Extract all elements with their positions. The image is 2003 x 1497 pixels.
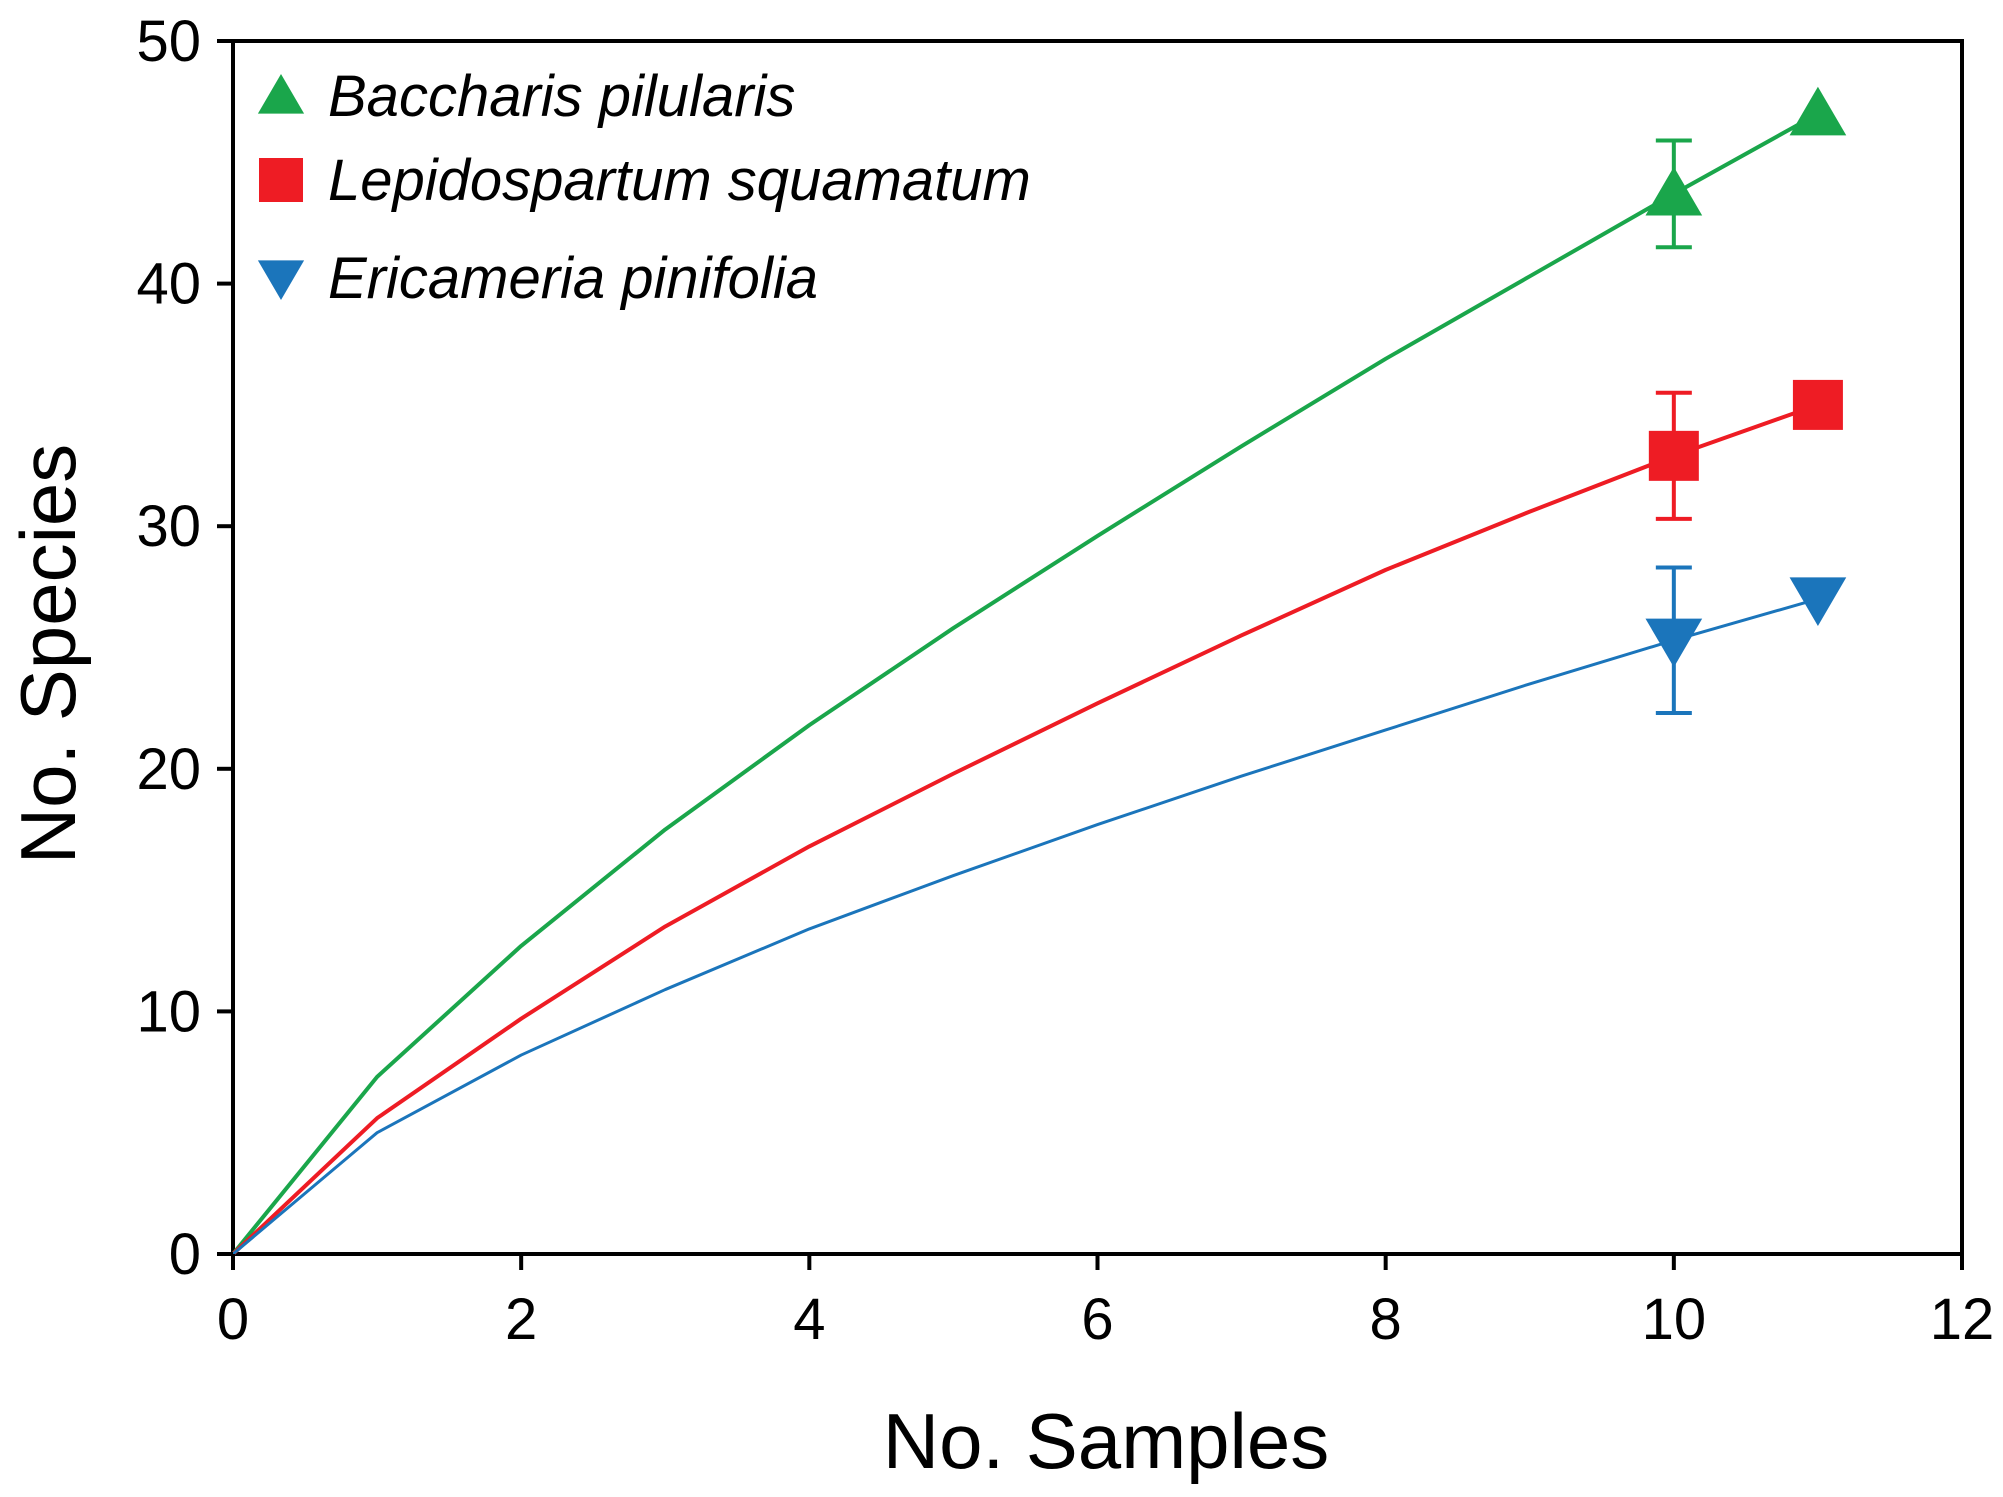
y-tick-label: 10: [136, 979, 201, 1044]
y-tick-label: 40: [136, 252, 201, 317]
legend-label: Lepidospartum squamatum: [328, 148, 1031, 213]
y-tick-label: 20: [136, 737, 201, 802]
legend: Baccharis pilularis Lepidospartum squamat…: [257, 64, 1031, 311]
legend-label: Ericameria pinifolia: [328, 246, 818, 311]
y-axis-title: No. Species: [4, 444, 92, 865]
series-baccharis-pilularis: [231, 86, 1847, 1256]
series-lepidospartum-squamatum: [231, 379, 1843, 1256]
x-tick-label: 0: [217, 1287, 249, 1352]
series-layer: [231, 86, 1847, 1256]
data-point: [1792, 379, 1843, 430]
x-tick-label: 12: [1930, 1287, 1995, 1352]
legend-label: Baccharis pilularis: [328, 64, 795, 129]
legend-marker: [257, 260, 305, 300]
y-tick-label: 50: [136, 9, 201, 74]
series-line: [231, 403, 1819, 1256]
legend-marker: [257, 74, 305, 114]
data-point: [1645, 618, 1703, 668]
x-tick-label: 4: [793, 1287, 825, 1352]
x-tick-label: 10: [1642, 1287, 1707, 1352]
data-point: [1789, 86, 1847, 136]
y-tick-label: 30: [136, 494, 201, 559]
series-line: [231, 112, 1819, 1256]
series-line: [232, 597, 1819, 1256]
legend-marker: [259, 158, 303, 202]
y-tick-label: 0: [169, 1222, 201, 1287]
x-tick-label: 6: [1081, 1287, 1113, 1352]
data-point: [1648, 430, 1699, 481]
x-tick-label: 8: [1370, 1287, 1402, 1352]
x-tick-label: 2: [505, 1287, 537, 1352]
ticks-layer: 0 2 4 6 8 10 12 0 10 20 30 40 50: [136, 9, 1994, 1352]
data-point: [1645, 166, 1703, 216]
series-ericameria-pinifolia: [232, 565, 1847, 1256]
x-axis-title: No. Samples: [883, 1397, 1330, 1485]
data-point: [1789, 577, 1847, 626]
